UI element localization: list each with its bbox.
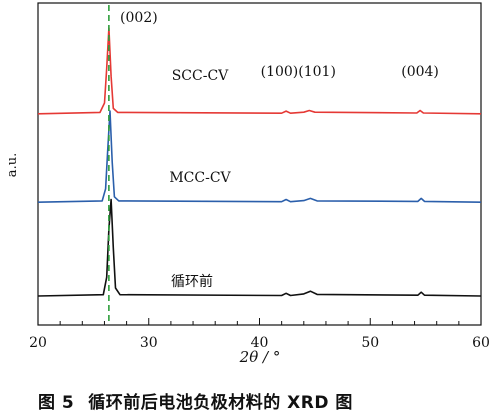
peak-label: (100)(101) xyxy=(261,64,336,80)
series-label: MCC-CV xyxy=(169,170,231,186)
series-labels: SCC-CV MCC-CV 循环前 xyxy=(169,68,231,290)
caption-number: 图 5 xyxy=(38,393,75,413)
peak-labels: (002) (100)(101) (004) xyxy=(120,10,439,80)
series-line xyxy=(37,27,482,115)
figure-caption: 图 5 循环前后电池负极材料的 XRD 图 xyxy=(0,388,492,413)
series-line xyxy=(37,110,482,203)
series-line xyxy=(37,198,482,297)
series-label: SCC-CV xyxy=(172,68,229,84)
x-tick-label: 20 xyxy=(29,335,47,351)
x-tick-label: 30 xyxy=(140,335,158,351)
peak-label: (004) xyxy=(401,64,439,80)
y-axis-label: a.u. xyxy=(5,153,20,177)
x-tick-label: 40 xyxy=(251,335,269,351)
x-axis-ticks: 20 30 40 50 60 xyxy=(29,318,490,351)
peak-label: (002) xyxy=(120,10,158,26)
series-label: 循环前 xyxy=(171,273,213,290)
xrd-chart: 20 30 40 50 60 (002) (100)(101) (004) SCC-CV MC… xyxy=(5,2,490,366)
x-tick-label: 50 xyxy=(361,335,379,351)
x-tick-label: 60 xyxy=(472,335,490,351)
caption-text: 循环前后电池负极材料的 XRD 图 xyxy=(88,393,353,413)
x-axis-label: 2θ / ° xyxy=(239,348,281,366)
plot-frame xyxy=(37,2,482,326)
